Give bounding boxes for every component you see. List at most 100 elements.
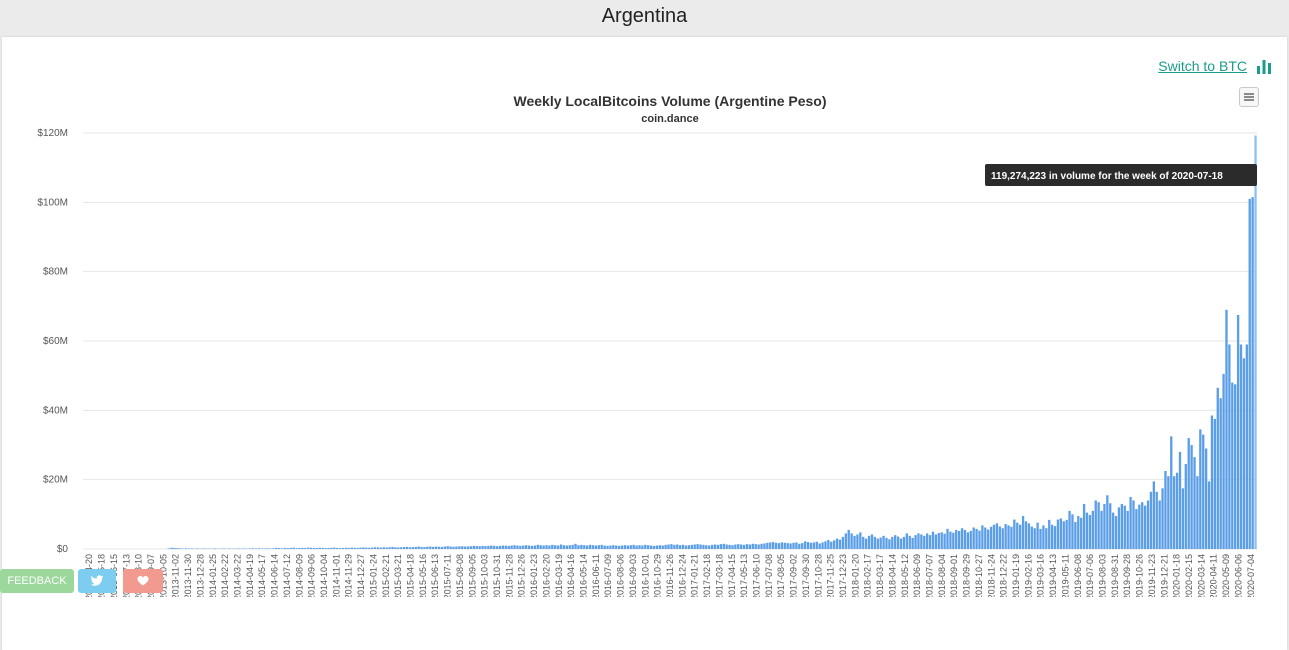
bar[interactable]	[202, 548, 205, 549]
bar[interactable]	[1239, 344, 1243, 549]
bar[interactable]	[1033, 528, 1036, 549]
bar[interactable]	[495, 546, 499, 549]
bar[interactable]	[626, 545, 630, 549]
bar[interactable]	[397, 547, 400, 549]
bar[interactable]	[385, 547, 388, 549]
bar[interactable]	[1196, 476, 1199, 549]
bar[interactable]	[623, 545, 627, 549]
bar[interactable]	[429, 546, 432, 549]
bar[interactable]	[248, 548, 252, 549]
bar[interactable]	[347, 547, 351, 549]
bar[interactable]	[420, 546, 423, 549]
bar[interactable]	[978, 530, 981, 549]
bar[interactable]	[333, 547, 336, 549]
bar[interactable]	[571, 544, 574, 549]
bar[interactable]	[1100, 510, 1103, 549]
bar[interactable]	[307, 547, 310, 549]
bar[interactable]	[1167, 476, 1170, 549]
bar[interactable]	[1065, 519, 1068, 549]
bar[interactable]	[463, 546, 467, 549]
bar[interactable]	[632, 544, 635, 549]
bar[interactable]	[449, 546, 452, 549]
bar[interactable]	[542, 545, 545, 549]
bar[interactable]	[1245, 344, 1248, 549]
bar[interactable]	[1222, 373, 1225, 549]
bar[interactable]	[792, 542, 795, 549]
bar[interactable]	[362, 547, 365, 549]
bar[interactable]	[434, 546, 438, 549]
bar[interactable]	[1091, 510, 1094, 549]
bar[interactable]	[170, 547, 173, 549]
bar[interactable]	[336, 547, 339, 549]
bar[interactable]	[987, 529, 990, 549]
bar[interactable]	[638, 545, 641, 549]
bar[interactable]	[923, 535, 926, 549]
bar[interactable]	[862, 536, 865, 549]
bar[interactable]	[527, 545, 531, 549]
bar[interactable]	[763, 543, 766, 549]
bar[interactable]	[408, 547, 412, 549]
bar[interactable]	[574, 543, 577, 549]
bar[interactable]	[1184, 464, 1187, 549]
bar[interactable]	[455, 546, 458, 549]
bar[interactable]	[327, 547, 330, 549]
bar[interactable]	[975, 528, 978, 549]
bar[interactable]	[501, 545, 505, 549]
bar[interactable]	[1059, 518, 1063, 549]
bar[interactable]	[1050, 524, 1054, 549]
bar[interactable]	[440, 546, 444, 549]
bar[interactable]	[344, 547, 348, 549]
bar[interactable]	[318, 547, 321, 549]
bar[interactable]	[1126, 510, 1129, 549]
bar[interactable]	[1207, 481, 1211, 549]
bar[interactable]	[838, 539, 842, 549]
bar[interactable]	[432, 546, 435, 549]
bar[interactable]	[818, 543, 821, 549]
bar[interactable]	[649, 545, 653, 549]
bar[interactable]	[167, 548, 170, 549]
bar[interactable]	[400, 547, 403, 549]
bar[interactable]	[266, 548, 269, 549]
bar[interactable]	[269, 548, 272, 549]
bar[interactable]	[821, 542, 824, 549]
bar[interactable]	[1030, 526, 1033, 549]
bar[interactable]	[1068, 510, 1071, 549]
bar[interactable]	[612, 545, 615, 549]
bar[interactable]	[760, 543, 763, 549]
bar[interactable]	[757, 544, 760, 549]
bar[interactable]	[536, 544, 539, 549]
bar[interactable]	[754, 544, 757, 549]
bar[interactable]	[859, 532, 862, 549]
bar[interactable]	[196, 548, 199, 549]
bar[interactable]	[298, 547, 301, 549]
bar[interactable]	[1236, 315, 1240, 549]
bar[interactable]	[312, 547, 316, 549]
bar[interactable]	[833, 540, 836, 549]
bar[interactable]	[617, 545, 621, 549]
bar[interactable]	[684, 545, 688, 549]
bar[interactable]	[423, 547, 426, 549]
bar[interactable]	[681, 544, 685, 549]
bar[interactable]	[382, 547, 385, 549]
bar[interactable]	[661, 545, 664, 549]
bar[interactable]	[1234, 384, 1237, 549]
bar[interactable]	[1109, 503, 1112, 549]
bar[interactable]	[228, 548, 231, 549]
bar[interactable]	[984, 527, 987, 549]
bar[interactable]	[713, 544, 717, 549]
bar[interactable]	[370, 547, 374, 549]
bar[interactable]	[641, 545, 644, 549]
bar[interactable]	[356, 547, 359, 549]
bar[interactable]	[591, 545, 595, 549]
bar[interactable]	[600, 544, 603, 549]
bar[interactable]	[896, 536, 900, 549]
bar[interactable]	[272, 548, 275, 549]
bar[interactable]	[620, 545, 624, 549]
bar[interactable]	[809, 542, 813, 549]
bar[interactable]	[373, 547, 377, 549]
bar[interactable]	[545, 545, 548, 549]
bar[interactable]	[670, 544, 673, 549]
bar[interactable]	[882, 535, 885, 549]
bar[interactable]	[1161, 488, 1164, 549]
bar[interactable]	[1019, 524, 1022, 549]
